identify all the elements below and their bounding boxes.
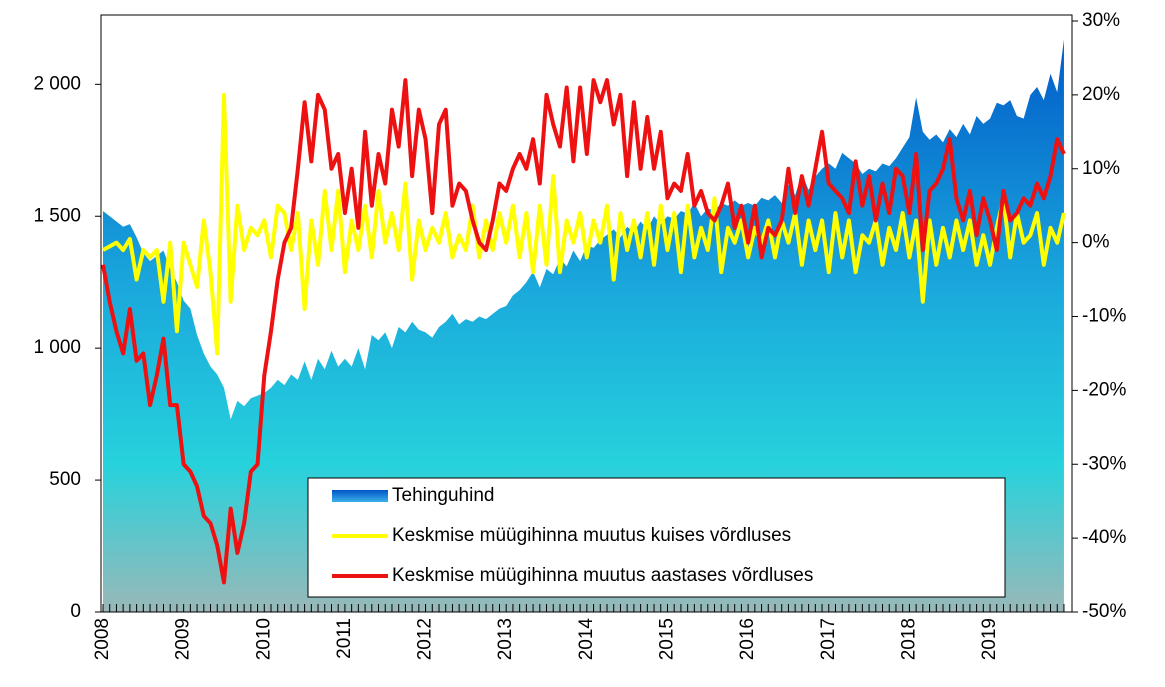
y2-tick-label: -40% [1082, 527, 1126, 548]
y-tick-label: 2 000 [33, 73, 81, 94]
y2-tick-label: 10% [1082, 158, 1120, 179]
x-tick-label: 2015 [656, 618, 677, 660]
x-tick-label: 2011 [334, 618, 355, 659]
y-tick-label: 500 [49, 469, 81, 490]
y2-tick-label: -30% [1082, 453, 1126, 474]
y2-tick-label: -10% [1082, 306, 1126, 327]
legend-box [307, 477, 1006, 598]
x-tick-label: 2008 [92, 618, 113, 660]
y-tick-label: 0 [70, 601, 81, 622]
x-tick-label: 2019 [979, 618, 1000, 660]
x-tick-label: 2018 [898, 618, 919, 660]
x-tick-label: 2013 [495, 618, 516, 660]
legend-label: Tehinguhind [392, 485, 494, 506]
y2-tick-label: 0% [1082, 232, 1110, 253]
line [101, 78, 1066, 585]
x-tick-label: 2014 [576, 618, 597, 661]
legend-label: Keskmise müügihinna muutus kuises võrdlu… [392, 525, 791, 546]
legend-swatch [332, 490, 388, 502]
x-tick-label: 2016 [737, 618, 758, 660]
legend-label: Keskmise müügihinna muutus aastases võrd… [392, 565, 813, 586]
y2-tick-label: 20% [1082, 84, 1120, 105]
x-tick-label: 2009 [173, 618, 194, 660]
y-tick-label: 1 500 [33, 205, 81, 226]
legend: Tehinguhind Keskmise müügihinna muutus ku… [307, 477, 1006, 598]
area [103, 39, 1064, 612]
x-tick-label: 2012 [415, 618, 436, 660]
x-tick-label: 2010 [253, 618, 274, 660]
y2-tick-label: 30% [1082, 10, 1120, 31]
x-tick-label: 2017 [818, 618, 839, 660]
y2-tick-label: -20% [1082, 379, 1126, 400]
y-tick-label: 1 000 [33, 337, 81, 358]
y2-tick-label: -50% [1082, 601, 1126, 622]
line [102, 92, 1066, 356]
